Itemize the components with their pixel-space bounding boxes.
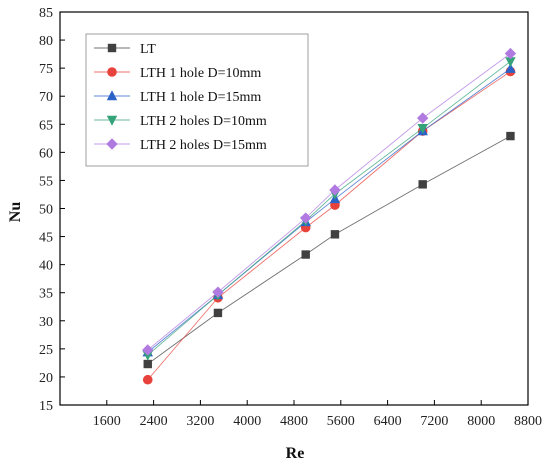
y-tick-label: 55 [39,174,53,189]
legend-item: LTH 1 hole D=10mm [94,66,261,81]
data-point [330,230,340,239]
legend-label: LTH 1 hole D=10mm [140,66,261,81]
x-tick-label: 5600 [327,414,355,429]
y-tick-label: 35 [39,287,53,302]
data-point [505,57,516,68]
legend-marker [106,138,118,150]
y-tick-label: 20 [39,371,53,386]
x-tick-label: 8000 [467,414,495,429]
series-line [147,53,511,351]
legend-label: LT [140,42,156,57]
series-line [147,61,511,356]
data-point [418,180,427,189]
x-tick-label: 2400 [140,414,168,429]
y-tick-label: 30 [39,315,53,330]
x-tick-label: 1600 [93,414,121,429]
x-tick-label: 7200 [420,414,448,429]
data-point [142,374,153,385]
legend-item: LTH 1 hole D=15mm [94,90,261,105]
y-tick-label: 70 [39,90,53,105]
data-point [213,308,223,318]
legend-marker [106,90,118,101]
y-tick-label: 15 [39,399,53,414]
legend-label: LTH 2 holes D=15mm [140,138,267,153]
legend-marker [107,43,117,53]
legend-marker [107,67,117,77]
legend-item: LT [94,42,156,57]
legend-marker [106,115,118,126]
data-point [143,359,152,369]
data-point [505,63,516,73]
x-tick-label: 4800 [280,414,308,429]
x-tick-label: 8800 [514,414,542,429]
legend-item: LTH 2 holes D=15mm [94,138,267,153]
data-point [142,344,154,356]
data-point [300,212,312,224]
data-point [417,112,429,124]
y-tick-label: 65 [39,118,53,133]
x-tick-label: 3200 [186,414,214,429]
y-tick-label: 75 [39,62,53,77]
legend-item: LTH 2 holes D=10mm [94,114,267,129]
data-point [329,184,341,196]
series-line [147,135,511,365]
y-tick-label: 85 [39,6,53,21]
y-tick-label: 50 [39,203,53,218]
y-tick-label: 45 [39,231,53,246]
series-5 [142,47,517,356]
y-tick-label: 60 [39,146,53,161]
legend-label: LTH 2 holes D=10mm [140,114,267,129]
data-point [142,350,153,361]
x-axis-title: Re [286,445,305,462]
legend-label: LTH 1 hole D=15mm [140,90,261,105]
data-point [417,124,428,134]
y-tick-label: 25 [39,343,53,358]
data-point [504,47,517,60]
x-tick-label: 4000 [233,414,261,429]
x-tick-label: 6400 [374,414,402,429]
data-point [212,286,224,298]
y-axis-title: Nu [7,202,24,223]
y-tick-label: 80 [39,34,53,49]
data-point [506,131,515,141]
y-tick-label: 40 [39,259,53,274]
series-1 [143,131,515,369]
data-point [301,250,310,259]
